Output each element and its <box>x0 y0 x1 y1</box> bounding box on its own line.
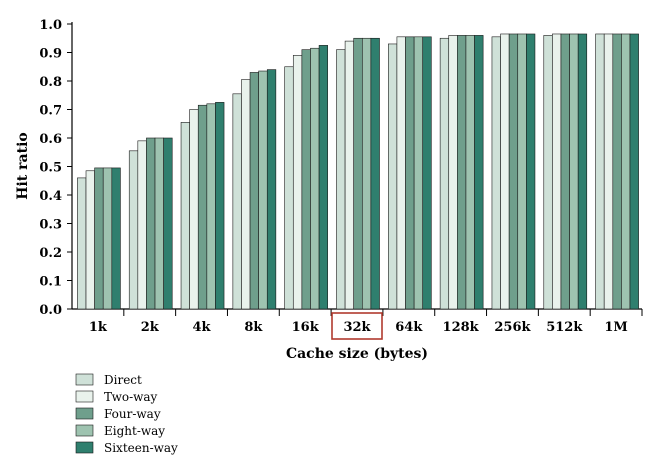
x-tick-label: 2k <box>141 320 160 335</box>
bar-8k-eight-way <box>258 70 268 310</box>
bar-1M-two-way <box>603 33 614 310</box>
bar-128k-four-way <box>457 35 467 310</box>
bar-1M-eight-way <box>621 33 631 310</box>
bar-1k-eight-way <box>102 167 113 310</box>
bar-32k-sixteen-way <box>370 37 380 310</box>
bar-1k-sixteen-way <box>111 167 121 310</box>
bar-2k-two-way <box>137 140 147 310</box>
bar-256k-direct <box>491 36 501 310</box>
x-axis-label: Cache size (bytes) <box>286 346 428 362</box>
bar-2k-four-way <box>146 137 156 310</box>
bar-16k-four-way <box>301 49 311 310</box>
bar-2k-sixteen-way <box>163 137 173 310</box>
legend-label: Direct <box>104 373 142 387</box>
x-tick-label: 256k <box>494 320 531 335</box>
legend-label: Two-way <box>104 390 158 404</box>
bar-4k-two-way <box>189 109 199 310</box>
bar-256k-two-way <box>500 33 510 310</box>
bar-8k-four-way <box>249 72 259 310</box>
x-tick-label: 4k <box>193 320 212 335</box>
bar-256k-sixteen-way <box>526 33 536 310</box>
bar-256k-eight-way <box>517 33 527 310</box>
y-tick-label: 0.3 <box>39 218 62 233</box>
bar-1M-sixteen-way <box>629 33 639 310</box>
bar-64k-four-way <box>405 36 415 310</box>
bar-1k-direct <box>77 177 87 310</box>
bar-64k-direct <box>388 43 398 310</box>
legend-swatch-two-way <box>75 390 94 403</box>
y-tick-label: 0.0 <box>39 303 62 318</box>
bar-4k-direct <box>180 122 190 310</box>
y-tick-label: 0.9 <box>39 47 62 62</box>
y-tick-label: 1.0 <box>39 18 62 33</box>
bar-512k-two-way <box>552 33 562 310</box>
plot-area: 0.0 0.1 0.2 0.3 0.4 0.5 0.6 0.7 0.8 0.9 1.0 1k 2k 4k 8… <box>39 18 643 340</box>
bar-32k-four-way <box>353 37 363 310</box>
bar-64k-eight-way <box>413 36 424 310</box>
bar-128k-direct <box>439 37 450 310</box>
bar-8k-sixteen-way <box>266 69 277 310</box>
bar-1M-four-way <box>612 33 622 310</box>
x-tick-label: 1k <box>89 320 108 335</box>
bar-128k-eight-way <box>465 35 475 310</box>
bar-32k-direct <box>336 49 346 310</box>
x-tick-label: 1M <box>604 320 627 335</box>
bar-1k-two-way <box>85 170 95 310</box>
y-tick-label: 0.1 <box>39 275 62 290</box>
x-tick-label: 32k <box>343 320 371 335</box>
legend-swatch-direct <box>75 373 94 386</box>
bar-256k-four-way <box>508 33 519 310</box>
x-tick-label: 128k <box>443 320 480 335</box>
bar-32k-eight-way <box>361 37 372 310</box>
bar-4k-four-way <box>197 104 208 310</box>
bar-16k-direct <box>284 66 294 310</box>
y-tick-label: 0.6 <box>39 132 62 147</box>
y-axis-label: Hit ratio <box>15 132 31 199</box>
bar-16k-two-way <box>292 55 303 310</box>
bar-64k-two-way <box>396 36 406 310</box>
y-tick-label: 0.4 <box>39 189 62 204</box>
legend-swatch-eight-way <box>75 424 94 437</box>
bar-8k-two-way <box>241 79 251 310</box>
bar-4k-sixteen-way <box>215 102 225 310</box>
bar-512k-four-way <box>560 33 570 310</box>
x-tick-label: 8k <box>244 320 263 335</box>
bar-512k-eight-way <box>569 33 579 310</box>
y-tick-label: 0.2 <box>39 246 62 261</box>
y-tick-label: 0.5 <box>39 161 62 176</box>
legend-swatch-four-way <box>75 407 94 420</box>
bar-8k-direct <box>232 93 242 310</box>
legend-label: Eight-way <box>104 424 165 438</box>
bar-128k-two-way <box>448 35 458 310</box>
legend-label: Sixteen-way <box>104 441 178 455</box>
bar-2k-direct <box>128 150 139 310</box>
bar-4k-eight-way <box>206 103 216 310</box>
bar-512k-sixteen-way <box>577 33 588 310</box>
legend: Direct Two-way Four-way Eight-way Sixteen-wa… <box>75 373 178 455</box>
legend-swatch-sixteen-way <box>75 441 94 454</box>
legend-label: Four-way <box>104 407 161 421</box>
x-tick-label: 64k <box>395 320 423 335</box>
bar-32k-two-way <box>344 40 355 310</box>
x-tick-label: 512k <box>546 320 583 335</box>
bar-128k-sixteen-way <box>474 35 484 310</box>
bar-1k-four-way <box>94 167 104 310</box>
bar-512k-direct <box>543 35 553 310</box>
bar-2k-eight-way <box>154 137 164 310</box>
bar-64k-sixteen-way <box>422 36 432 310</box>
bar-16k-eight-way <box>310 47 320 310</box>
y-tick-label: 0.7 <box>39 104 62 119</box>
highlight-box <box>331 312 383 340</box>
x-tick-label: 16k <box>292 320 320 335</box>
y-tick-label: 0.8 <box>39 75 62 90</box>
bar-1M-direct <box>595 33 605 310</box>
bar-16k-sixteen-way <box>318 45 328 310</box>
